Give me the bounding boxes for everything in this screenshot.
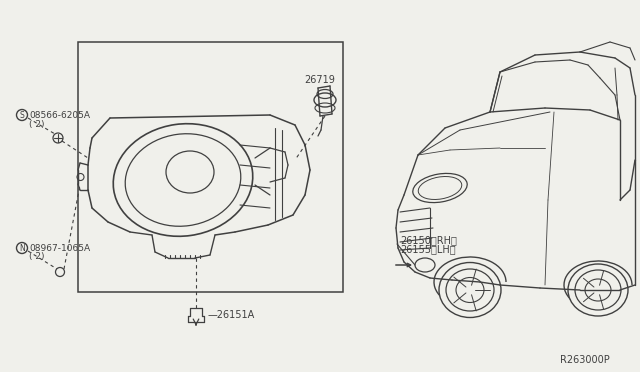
Text: —26151A: —26151A — [208, 310, 255, 320]
Text: 26719: 26719 — [304, 75, 335, 85]
Bar — [78, 42, 343, 292]
Text: 08566-6205A: 08566-6205A — [29, 110, 90, 119]
Text: 08967-1065A: 08967-1065A — [29, 244, 90, 253]
Text: S: S — [20, 110, 24, 119]
Ellipse shape — [568, 264, 628, 316]
Text: 26150〈RH〉: 26150〈RH〉 — [400, 235, 457, 245]
Ellipse shape — [439, 263, 501, 317]
Text: N: N — [19, 244, 25, 253]
Text: R263000P: R263000P — [560, 355, 610, 365]
Text: ( 2): ( 2) — [29, 119, 45, 128]
Text: 26155〈LH〉: 26155〈LH〉 — [400, 244, 456, 254]
Ellipse shape — [113, 124, 253, 236]
Text: ( 2): ( 2) — [29, 253, 45, 262]
